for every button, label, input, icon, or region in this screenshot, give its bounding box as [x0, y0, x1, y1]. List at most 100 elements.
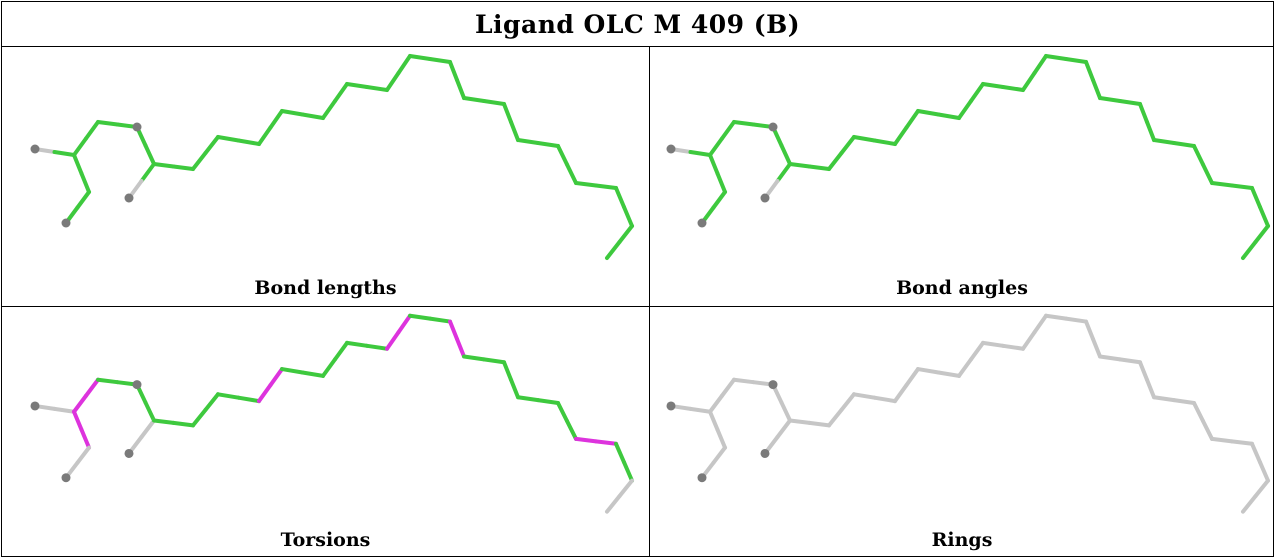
- bond: [574, 181, 598, 188]
- bond: [1091, 78, 1102, 100]
- bond: [345, 340, 369, 348]
- panel-bond-angles: Bond angles: [650, 47, 1274, 306]
- bond: [536, 141, 560, 148]
- bond: [408, 313, 432, 321]
- bond: [1032, 54, 1048, 75]
- bond: [1098, 354, 1122, 362]
- atom: [61, 218, 71, 228]
- bond: [1021, 330, 1037, 351]
- bond: [1241, 240, 1258, 260]
- bond: [143, 400, 156, 423]
- bond: [779, 143, 792, 166]
- bond: [448, 319, 459, 342]
- bond: [1152, 395, 1176, 403]
- bond: [203, 392, 220, 412]
- bond: [1152, 138, 1176, 145]
- molecule-bond-angles: [666, 54, 1270, 260]
- column-divider: [649, 46, 650, 557]
- bond: [1145, 377, 1156, 400]
- panel-caption: Bond lengths: [254, 277, 397, 299]
- bond: [509, 120, 520, 142]
- bond: [408, 54, 432, 61]
- bond: [321, 99, 337, 120]
- bond: [79, 427, 91, 450]
- bond: [827, 407, 844, 428]
- bond: [1001, 85, 1025, 92]
- bond: [969, 82, 985, 103]
- bond: [1001, 343, 1025, 351]
- bond: [236, 395, 261, 404]
- bond: [1084, 60, 1095, 82]
- bond: [1064, 316, 1088, 324]
- bond: [827, 151, 844, 171]
- bond: [152, 162, 176, 169]
- bond: [257, 383, 273, 404]
- bond: [482, 99, 506, 106]
- bond: [807, 420, 831, 428]
- bond: [509, 377, 520, 400]
- bond: [893, 125, 909, 146]
- bond: [84, 120, 100, 141]
- bond: [502, 360, 513, 382]
- bond: [936, 370, 961, 378]
- bond: [300, 370, 325, 378]
- bond: [139, 162, 156, 183]
- atom: [124, 193, 134, 203]
- atom: [666, 144, 676, 154]
- bond: [72, 153, 84, 176]
- bond: [462, 96, 486, 103]
- bond: [333, 82, 349, 103]
- panel-caption: Torsions: [280, 529, 371, 551]
- bond: [1118, 357, 1142, 365]
- bond: [385, 71, 401, 92]
- bond: [807, 164, 831, 171]
- bond: [893, 383, 909, 404]
- bond: [732, 377, 756, 385]
- bond: [396, 313, 412, 335]
- atom: [760, 448, 770, 458]
- bond: [688, 406, 712, 414]
- atom: [697, 473, 707, 483]
- bond: [904, 367, 920, 388]
- bond: [614, 186, 626, 209]
- bond: [1091, 337, 1102, 359]
- bond: [594, 183, 618, 190]
- bond: [708, 393, 724, 414]
- bond: [280, 367, 305, 375]
- bond: [1118, 99, 1142, 106]
- bond: [482, 357, 506, 365]
- bond: [75, 190, 91, 210]
- bond: [448, 60, 459, 82]
- bond: [216, 392, 241, 400]
- bond: [605, 240, 622, 260]
- bond: [84, 377, 100, 398]
- bond: [428, 57, 452, 64]
- bond: [1258, 205, 1270, 228]
- bond: [171, 420, 195, 428]
- bond: [1021, 71, 1037, 92]
- bond: [236, 138, 261, 146]
- bond: [981, 82, 1005, 89]
- bond: [1201, 162, 1214, 185]
- atom: [768, 380, 778, 390]
- molecule-torsions: [30, 313, 634, 514]
- bond: [732, 120, 756, 127]
- atom: [61, 473, 71, 483]
- bond: [1192, 401, 1205, 423]
- bond: [779, 400, 792, 423]
- bond: [1172, 141, 1196, 148]
- bond: [321, 357, 337, 378]
- bond: [1241, 494, 1258, 514]
- panel-bond-lengths: Bond lengths: [2, 47, 649, 306]
- atom: [132, 122, 142, 132]
- bond: [957, 357, 973, 378]
- bond: [957, 99, 973, 120]
- bond: [52, 406, 76, 414]
- bond: [1250, 441, 1262, 465]
- bond: [1145, 120, 1156, 142]
- bond: [385, 330, 401, 351]
- bond: [617, 224, 634, 244]
- bond: [605, 494, 622, 514]
- row-divider: [2, 306, 1273, 307]
